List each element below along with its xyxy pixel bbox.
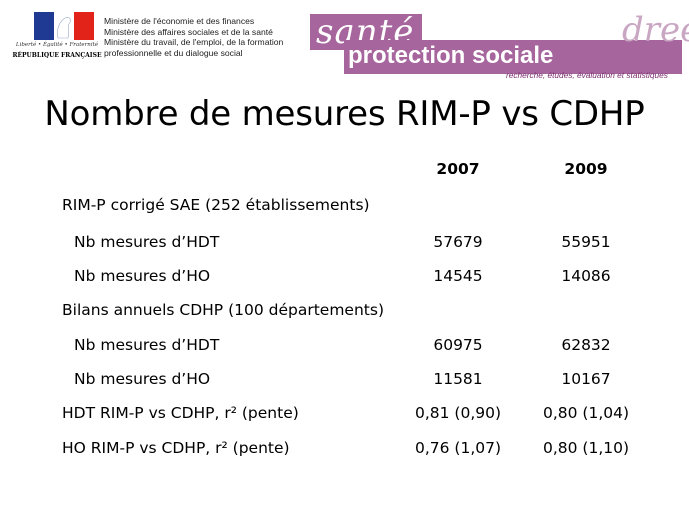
ministry-line: Ministère du travail, de l'emploi, de la… [104, 37, 284, 48]
ministry-line: professionnelle et du dialogue social [104, 47, 243, 58]
row-label: RIM-P corrigé SAE (252 établissements) [62, 196, 370, 214]
marianne-flag-icon [34, 12, 94, 40]
ministry-line: Ministère de l'économie et des finances [104, 16, 255, 26]
protection-sociale-word: protection sociale [348, 42, 554, 69]
cell-value: 14545 [433, 267, 483, 285]
row-label: Nb mesures d’HO [74, 370, 211, 388]
republic-name: RÉPUBLIQUE FRANÇAISE [12, 52, 102, 59]
row-label: Nb mesures d’HDT [74, 336, 220, 354]
row-label: HDT RIM-P vs CDHP, r² (pente) [62, 404, 299, 422]
cell-value: 14086 [561, 267, 611, 285]
drees-logo: drees [622, 10, 689, 50]
ministry-line: Ministère des affaires sociales et de la… [104, 26, 273, 37]
row-label: Nb mesures d’HDT [74, 233, 220, 251]
cell-value: 57679 [433, 233, 483, 251]
protection-sociale-box: protection sociale [344, 40, 682, 74]
cell-value: 55951 [561, 233, 611, 251]
republic-motto: Liberté • Égalité • Fraternité [15, 42, 99, 48]
ministries-list: Ministère de l'économie et des finances … [104, 16, 283, 58]
cell-value: 0,80 (1,10) [542, 439, 630, 457]
column-header-2007: 2007 [436, 160, 480, 178]
banner-tagline: recherche, études, évaluation et statist… [506, 70, 668, 80]
cell-value: 0,81 (0,90) [414, 404, 502, 422]
row-label: Bilans annuels CDHP (100 départements) [62, 301, 384, 319]
row-label: HO RIM-P vs CDHP, r² (pente) [62, 439, 290, 457]
slide-title: Nombre de mesures RIM-P vs CDHP [44, 94, 645, 134]
cell-value: 11581 [433, 370, 483, 388]
column-header-2009: 2009 [564, 160, 608, 178]
cell-value: 10167 [561, 370, 611, 388]
drees-banner: santé protection sociale drees recherche… [310, 10, 689, 82]
cell-value: 62832 [561, 336, 611, 354]
republique-francaise-logo: Liberté • Égalité • Fraternité RÉPUBLIQU… [12, 12, 102, 62]
cell-value: 60975 [433, 336, 483, 354]
cell-value: 0,76 (1,07) [414, 439, 502, 457]
cell-value: 0,80 (1,04) [542, 404, 630, 422]
row-label: Nb mesures d’HO [74, 267, 211, 285]
